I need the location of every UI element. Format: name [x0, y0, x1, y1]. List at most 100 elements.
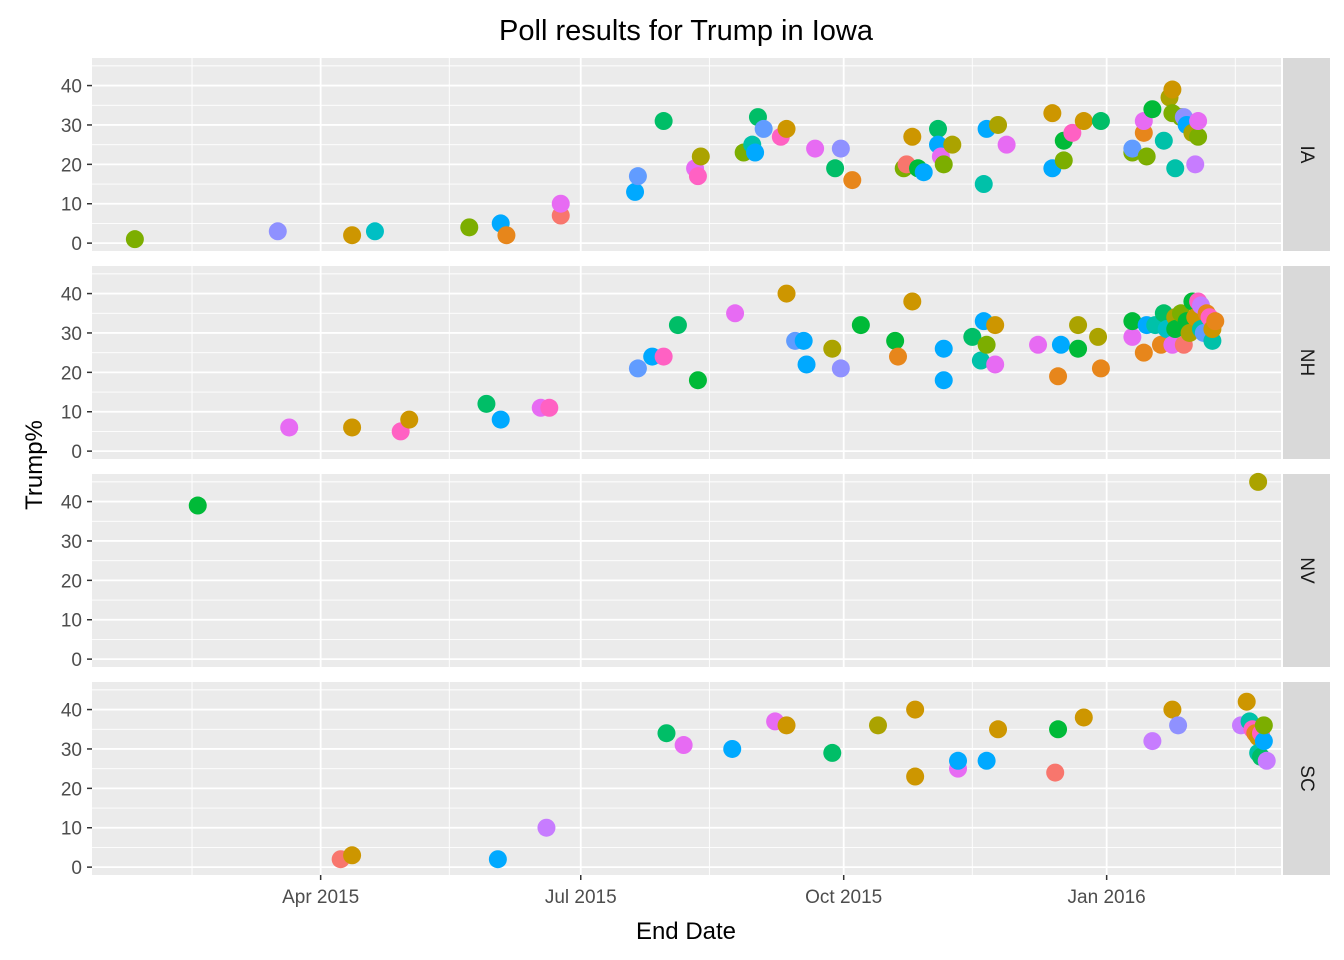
data-point [1049, 720, 1068, 739]
data-point [1091, 112, 1110, 131]
data-point [723, 739, 742, 758]
data-point [777, 716, 796, 735]
facet-strip-label: IA [1296, 146, 1317, 164]
data-point [688, 167, 707, 186]
data-point [831, 139, 850, 158]
y-tick-label: 0 [71, 234, 82, 255]
data-point [1254, 732, 1273, 751]
data-point [1134, 343, 1153, 362]
y-tick-label: 10 [61, 611, 82, 632]
data-point [971, 351, 990, 370]
data-point [343, 846, 362, 865]
data-point [997, 135, 1016, 154]
y-tick-label: 20 [61, 779, 82, 800]
data-point [365, 222, 384, 241]
data-point [1166, 159, 1185, 178]
data-point [886, 331, 905, 350]
data-point [726, 304, 745, 323]
facet-strip [1283, 682, 1330, 875]
data-point [1169, 716, 1188, 735]
x-tick-label: Oct 2015 [805, 887, 882, 908]
data-point [488, 850, 507, 869]
x-tick-label: Jul 2015 [545, 887, 617, 908]
data-point [1186, 155, 1205, 174]
panel-background [92, 58, 1281, 251]
y-tick-label: 20 [61, 571, 82, 592]
data-point [963, 327, 982, 346]
data-point [477, 394, 496, 413]
data-point [1249, 472, 1268, 491]
data-point [1206, 312, 1225, 331]
data-point [626, 182, 645, 201]
data-point [668, 316, 687, 335]
y-tick-label: 30 [61, 324, 82, 345]
y-tick-label: 30 [61, 532, 82, 553]
facet-panel-nh: 0 10 20 30 40 NH [61, 266, 1330, 463]
data-point [1163, 700, 1182, 719]
data-point [806, 139, 825, 158]
data-point [1123, 312, 1142, 331]
data-point [1257, 751, 1276, 770]
y-tick-label: 0 [71, 650, 82, 671]
data-point [280, 418, 299, 437]
data-point [889, 347, 908, 366]
data-point [906, 700, 925, 719]
data-point [1051, 335, 1070, 354]
data-point [1063, 123, 1082, 142]
data-points [188, 472, 1268, 515]
data-point [628, 359, 647, 378]
facet-panel-nv: 0 10 20 30 40 NV [61, 472, 1330, 671]
y-tick-label: 20 [61, 155, 82, 176]
data-point [1143, 732, 1162, 751]
facet-strip-label: SC [1296, 765, 1317, 791]
y-tick-label: 40 [61, 701, 82, 722]
data-point [1046, 763, 1065, 782]
data-point [497, 226, 516, 245]
data-point [188, 496, 207, 515]
facet-strip [1283, 58, 1330, 251]
data-point [1123, 327, 1142, 346]
y-tick-label: 40 [61, 77, 82, 98]
data-point [868, 716, 887, 735]
data-points [125, 80, 1208, 249]
data-point [628, 167, 647, 186]
data-point [1049, 367, 1068, 386]
data-points [331, 692, 1276, 869]
data-point [797, 355, 816, 374]
data-point [831, 359, 850, 378]
x-tick-label: Jan 2016 [1068, 887, 1146, 908]
data-point [934, 371, 953, 390]
data-point [989, 720, 1008, 739]
y-tick-label: 0 [71, 858, 82, 879]
data-point [903, 127, 922, 146]
data-point [343, 418, 362, 437]
y-tick-label: 30 [61, 116, 82, 137]
data-point [125, 230, 144, 249]
data-point [746, 143, 765, 162]
y-axis-title: Trump% [21, 420, 48, 510]
data-point [989, 115, 1008, 134]
data-point [491, 410, 510, 429]
data-point [268, 222, 287, 241]
data-point [977, 335, 996, 354]
data-point [903, 292, 922, 311]
data-points [280, 284, 1225, 441]
facet-panel-ia: 0 10 20 30 40 IA [61, 58, 1330, 255]
data-point [823, 743, 842, 762]
facet-strip-label: NH [1296, 349, 1317, 376]
y-tick-label: 0 [71, 442, 82, 463]
data-point [1237, 692, 1256, 711]
data-point [691, 147, 710, 166]
data-point [540, 398, 559, 417]
data-point [1074, 112, 1093, 131]
data-point [1254, 716, 1273, 735]
data-point [1074, 708, 1093, 727]
facet-panels: 0 10 20 30 40 IA 0 10 20 30 40 NH 0 10 20 30 40 NV 0 10 20 30… [61, 58, 1330, 879]
data-point [400, 410, 419, 429]
data-point [460, 218, 479, 237]
data-point [943, 135, 962, 154]
data-point [1123, 139, 1142, 158]
y-tick-label: 30 [61, 740, 82, 761]
data-point [986, 316, 1005, 335]
data-point [674, 736, 693, 755]
